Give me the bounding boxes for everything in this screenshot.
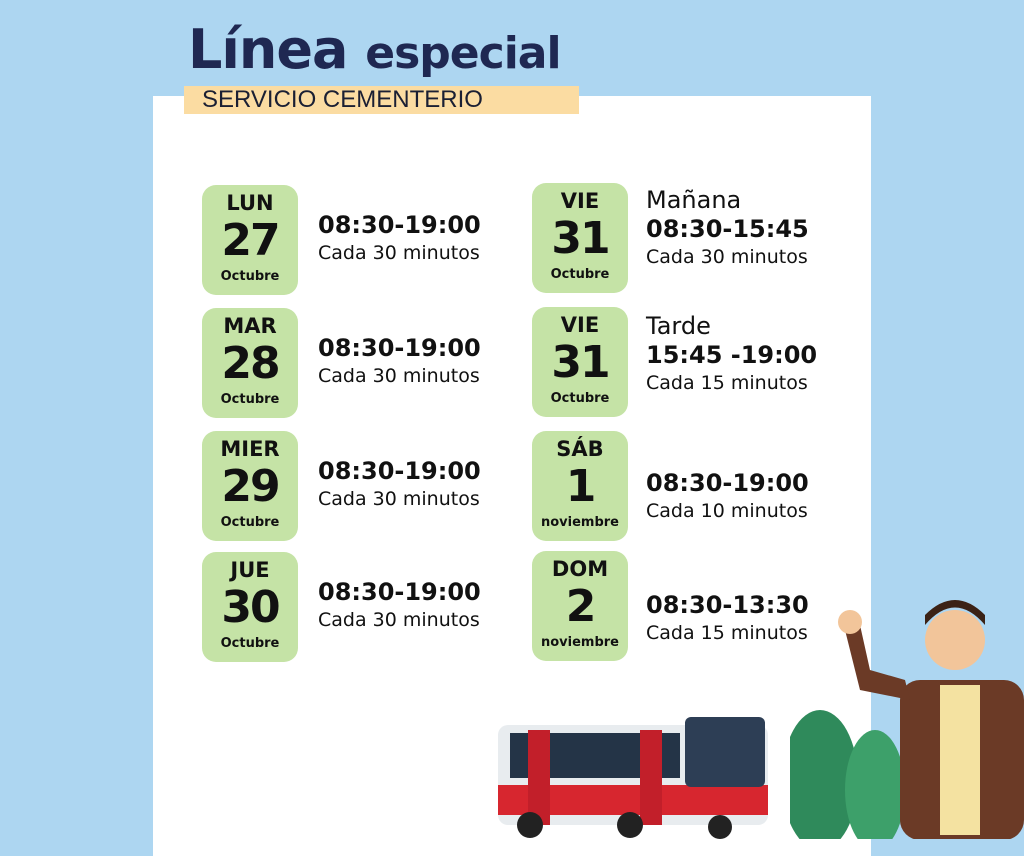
subtitle-banner: SERVICIO CEMENTERIO [184,86,579,114]
schedule-info: 08:30-19:00 Cada 10 minutos [646,468,809,524]
date-badge: MIER 29 Octubre [202,431,298,541]
day-number: 31 [551,213,610,264]
title-main: Línea [188,18,348,81]
month: Octubre [220,269,280,284]
date-badge: JUE 30 Octubre [202,552,298,662]
schedule-info: 08:30-19:00 Cada 30 minutos [318,333,481,389]
day-number: 28 [221,338,280,389]
day-of-week: VIE [560,189,600,213]
service-hours: 08:30-19:00 [318,457,481,485]
frequency: Cada 30 minutos [318,488,480,510]
month: Octubre [220,392,280,407]
schedule-info: 08:30-19:00 Cada 30 minutos [318,210,481,266]
frequency: Cada 30 minutos [318,365,480,387]
day-of-week: MAR [223,314,277,338]
frequency: Cada 15 minutos [646,622,808,644]
period-label: Mañana [646,186,742,214]
date-badge: MAR 28 Octubre [202,308,298,418]
period-label: Tarde [646,312,711,340]
day-of-week: LUN [226,191,274,215]
service-hours: 08:30-19:00 [318,211,481,239]
day-number: 1 [565,461,597,512]
date-badge: VIE 31 Octubre [532,183,628,293]
date-badge: LUN 27 Octubre [202,185,298,295]
month: noviembre [540,515,619,530]
month: Octubre [550,391,610,406]
frequency: Cada 10 minutos [646,500,808,522]
day-number: 30 [221,582,280,633]
day-of-week: SÁB [556,437,604,461]
frequency: Cada 30 minutos [318,609,480,631]
frequency: Cada 30 minutos [646,246,808,268]
schedule-info: 08:30-19:00 Cada 30 minutos [318,456,481,512]
bus-illustration [498,717,768,839]
day-number: 27 [221,215,280,266]
person-illustration [790,600,1024,839]
date-badge: DOM 2 noviembre [532,551,628,661]
frequency: Cada 30 minutos [318,242,480,264]
service-hours: 08:30-13:30 [646,591,809,619]
schedule-info: 08:30-13:30 Cada 15 minutos [646,590,809,646]
service-hours: 08:30-19:00 [646,469,809,497]
schedule-info: Mañana 08:30-15:45 Cada 30 minutos [646,186,809,270]
day-of-week: DOM [551,557,609,581]
date-badge: SÁB 1 noviembre [532,431,628,541]
service-hours: 08:30-19:00 [318,334,481,362]
schedule-info: Tarde 15:45 -19:00 Cada 15 minutos [646,312,817,396]
title-second: especial [365,28,561,79]
date-badge: VIE 31 Octubre [532,307,628,417]
schedule-info: 08:30-19:00 Cada 30 minutos [318,577,481,633]
service-hours: 08:30-15:45 [646,215,809,243]
day-of-week: VIE [560,313,600,337]
month: Octubre [550,267,610,282]
page-title: Línea especial [188,18,562,81]
month: Octubre [220,515,280,530]
frequency: Cada 15 minutos [646,372,808,394]
service-hours: 15:45 -19:00 [646,341,818,369]
day-of-week: JUE [230,558,270,582]
month: Octubre [220,636,280,651]
day-number: 31 [551,337,610,388]
day-number: 2 [565,581,597,632]
day-of-week: MIER [220,437,280,461]
service-hours: 08:30-19:00 [318,578,481,606]
day-number: 29 [221,461,280,512]
month: noviembre [540,635,619,650]
